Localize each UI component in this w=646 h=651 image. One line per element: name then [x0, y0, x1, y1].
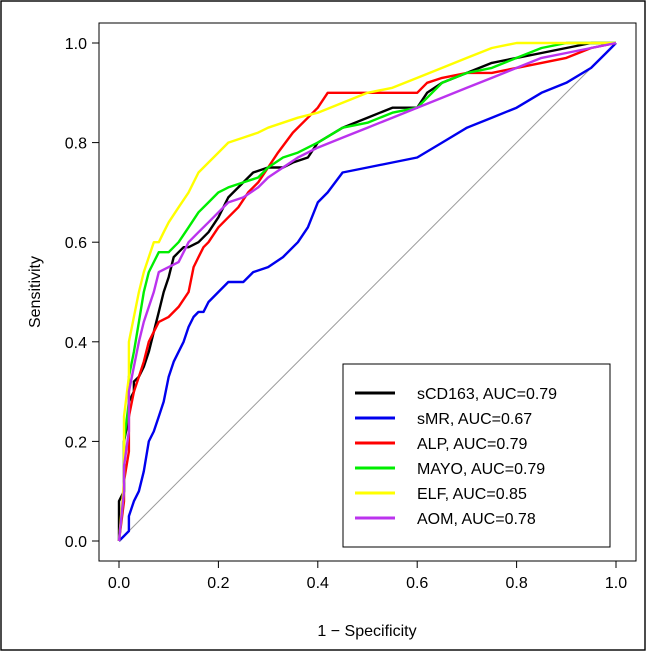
roc-curve-5: [117, 41, 616, 542]
x-tick-label: 0.8: [505, 575, 527, 592]
legend-label: AOM, AUC=0.78: [417, 511, 536, 528]
x-tick-label: 0.6: [406, 575, 428, 592]
axes: 0.0 0.0 0.2 0.2 0.4 0.4 0.6 0.6 0.8 0.8 1.0 1.0: [65, 22, 637, 592]
legend-label: MAYO, AUC=0.79: [417, 461, 545, 478]
x-tick-label: 1.0: [605, 575, 627, 592]
roc-curve-4: [117, 41, 616, 542]
roc-curve-3: [117, 41, 617, 542]
y-tick-label: 1.0: [65, 36, 87, 53]
plot-area: [117, 41, 617, 542]
y-tick-label: 0.8: [65, 136, 87, 153]
y-axis-label: Sensitivity: [27, 256, 44, 328]
roc-curve-6: [117, 41, 617, 542]
legend: sCD163, AUC=0.79 sMR, AUC=0.67 ALP, AUC=0.…: [342, 363, 611, 548]
x-axis-label: 1 − Specificity: [317, 623, 416, 640]
roc-curve-2: [118, 42, 617, 542]
plot-box: [98, 22, 637, 562]
y-tick-label: 0.6: [65, 235, 87, 252]
y-tick-label: 0.2: [65, 434, 87, 451]
legend-label: sMR, AUC=0.67: [417, 411, 532, 428]
x-tick-label: 0.0: [108, 575, 130, 592]
x-tick-label: 0.2: [207, 575, 229, 592]
legend-label: sCD163, AUC=0.79: [417, 386, 557, 403]
legend-label: ALP, AUC=0.79: [417, 436, 528, 453]
reference-diagonal: [118, 42, 617, 542]
legend-label: ELF, AUC=0.85: [417, 486, 527, 503]
x-tick-label: 0.4: [307, 575, 329, 592]
y-tick-label: 0.0: [65, 534, 87, 551]
y-tick-label: 0.4: [65, 335, 87, 352]
